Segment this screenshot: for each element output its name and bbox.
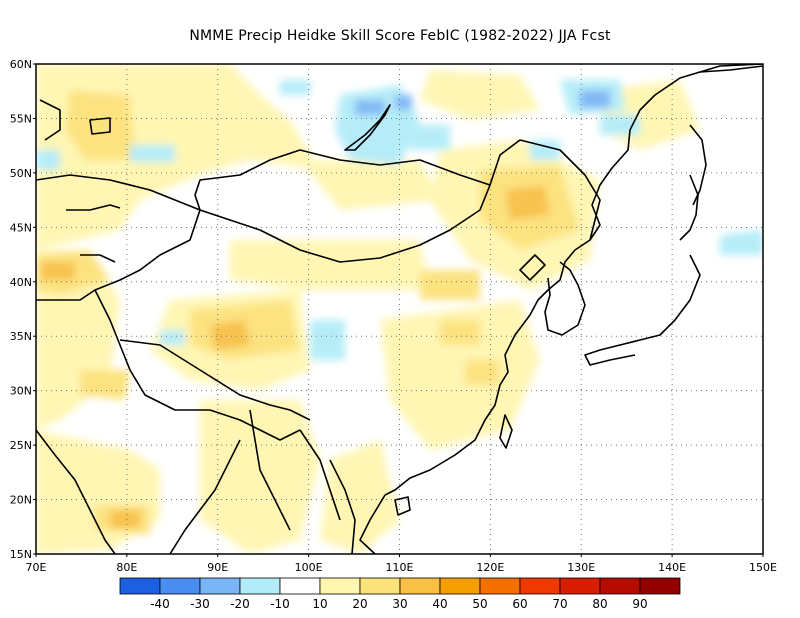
lat-lon-grid [36,64,763,554]
colorbar-swatch [399,577,441,595]
colorbar-swatch [359,577,401,595]
colorbar-swatch [559,577,601,595]
lat-tick-label: 50N [10,167,32,180]
lat-tick-label: 40N [10,276,32,289]
lon-tick-label: 120E [476,561,504,574]
colorbar-swatch [639,577,681,595]
colorbar-label: 10 [312,597,327,611]
lon-tick-label: 140E [658,561,686,574]
colorbar-swatch [239,577,281,595]
lat-tick-label: 60N [10,58,32,71]
lon-tick-label: 100E [295,561,323,574]
lat-tick-label: 15N [10,548,32,561]
colorbar-swatch [119,577,161,595]
lat-tick-label: 35N [10,330,32,343]
colorbar-swatch [319,577,361,595]
colorbar-swatch [279,577,321,595]
lon-axis-labels: 70E 80E 90E 100E 110E 120E 130E 140E 150E [26,554,777,574]
colorbar-label: 80 [592,597,607,611]
colorbar-swatch [599,577,641,595]
lat-axis-labels: 60N 55N 50N 45N 40N 35N 30N 25N 20N 15N [10,58,36,561]
lon-tick-label: 70E [26,561,47,574]
colorbar-label: 90 [632,597,647,611]
lat-tick-label: 20N [10,494,32,507]
colorbar-label: -20 [230,597,250,611]
colorbar-swatch [439,577,481,595]
colorbar-swatch [479,577,521,595]
colorbar: -40 -30 -20 -10 10 20 30 40 50 60 70 80 90 [119,577,681,611]
chart-title: NMME Precip Heidke Skill Score FebIC (19… [189,28,611,44]
colorbar-label: 40 [432,597,447,611]
lat-tick-label: 25N [10,439,32,452]
colorbar-swatch [159,577,201,595]
lat-tick-label: 30N [10,385,32,398]
colorbar-label: -10 [270,597,290,611]
lon-tick-label: 110E [386,561,414,574]
lon-tick-label: 90E [207,561,228,574]
colorbar-label: 50 [472,597,487,611]
colorbar-label: 60 [512,597,527,611]
lat-tick-label: 45N [10,221,32,234]
colorbar-label: 70 [552,597,567,611]
colorbar-label: 20 [352,597,367,611]
colorbar-label: 30 [392,597,407,611]
colorbar-swatch [519,577,561,595]
lon-tick-label: 130E [567,561,595,574]
colorbar-swatch [199,577,241,595]
lon-tick-label: 150E [749,561,777,574]
coastlines-borders [36,64,763,554]
colorbar-label: -30 [190,597,210,611]
lon-tick-label: 80E [116,561,137,574]
colorbar-label: -40 [150,597,170,611]
lat-tick-label: 55N [10,112,32,125]
